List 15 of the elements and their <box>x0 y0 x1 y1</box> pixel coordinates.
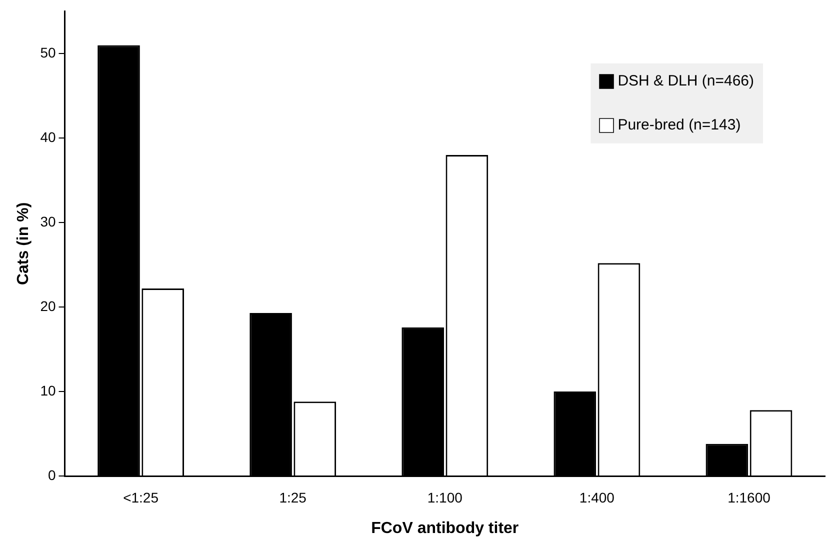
y-axis-title: Cats (in %) <box>15 202 32 286</box>
y-tick-label: 30 <box>40 213 56 230</box>
x-tick-label: 1:1600 <box>728 489 771 506</box>
x-tick-label: 1:100 <box>427 489 463 506</box>
y-tick-label: 20 <box>40 298 56 314</box>
y-tick-label: 40 <box>40 128 56 145</box>
y-tick-label: 10 <box>40 382 56 398</box>
y-tick-label: 50 <box>40 44 56 60</box>
x-axis-title: FCoV antibody titer <box>371 520 519 537</box>
y-tick-label: 0 <box>48 466 56 483</box>
x-tick-label: 1:400 <box>579 489 615 506</box>
x-tick-label: 1:25 <box>279 489 307 506</box>
legend-label: Pure-bred (n=143) <box>618 116 741 134</box>
x-tick-label: <1:25 <box>123 489 159 506</box>
legend-label: DSH & DLH (n=466) <box>618 72 754 90</box>
